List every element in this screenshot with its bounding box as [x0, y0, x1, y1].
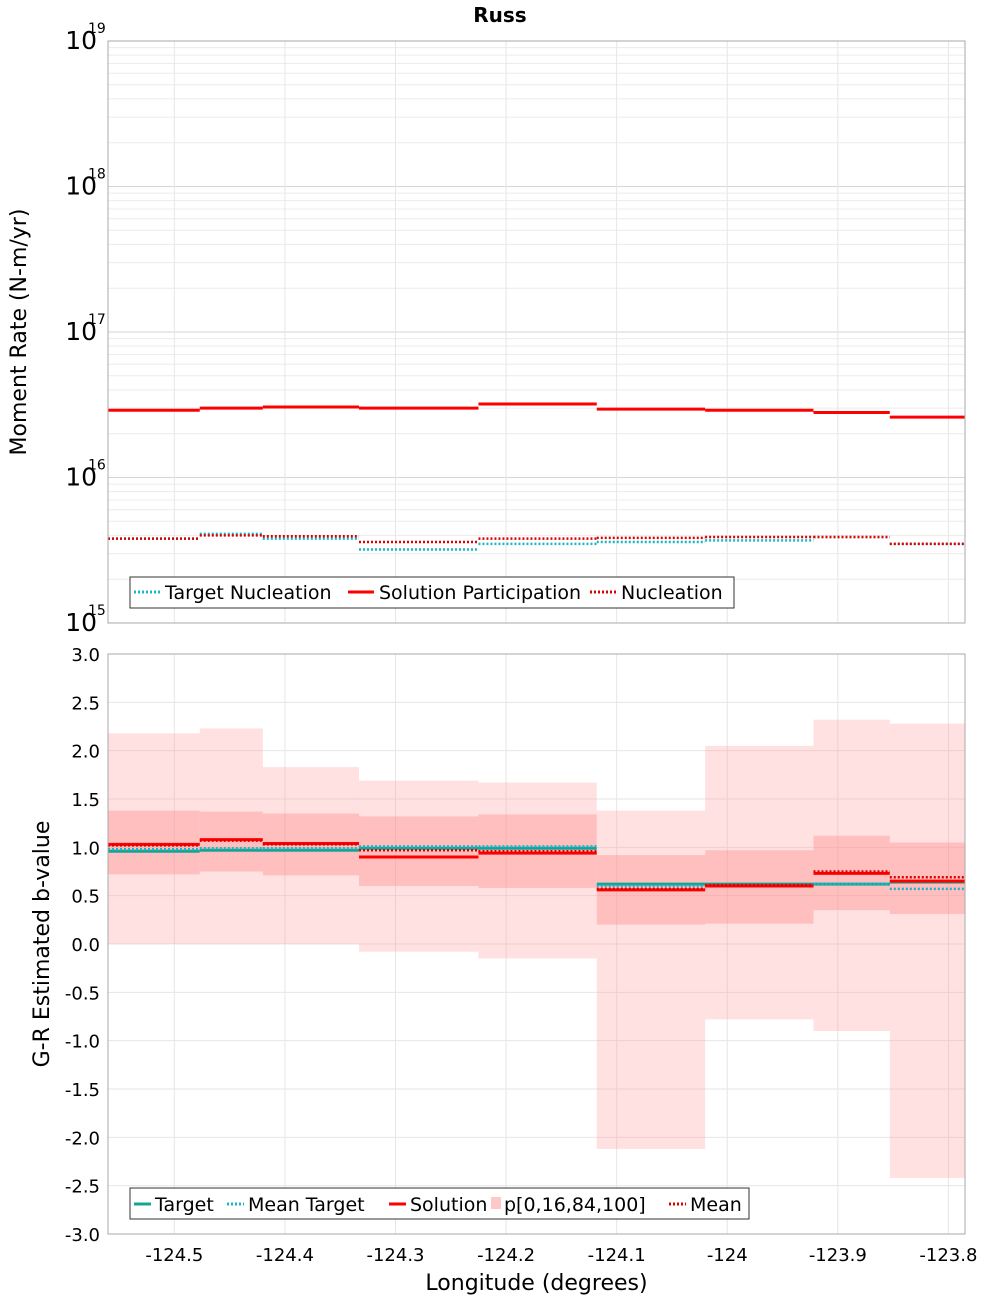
- ytick-label: -1.0: [65, 1032, 100, 1053]
- ytick-label-exponent: 19: [88, 21, 106, 37]
- legend-box: [129, 576, 735, 609]
- xtick-label: -124.5: [145, 1245, 203, 1266]
- xtick-label: -124.1: [588, 1245, 646, 1266]
- ytick-label-base: 10: [65, 463, 97, 492]
- ytick-label: 1.0: [71, 838, 100, 859]
- band-p0-p100: [359, 780, 479, 952]
- ytick-label: 2.0: [71, 742, 100, 763]
- ytick-label: -1.5: [65, 1080, 100, 1101]
- legend: Target Mean Target Solution p[0,16,84,100] M…: [129, 1187, 750, 1220]
- band-p0-p100: [478, 782, 597, 959]
- xtick-label: -123.9: [809, 1245, 867, 1266]
- band-p0-p100: [813, 719, 890, 1031]
- legend-label: Target Nucleation: [164, 582, 332, 604]
- ytick-label: 3.0: [71, 645, 100, 666]
- band-p0-p100: [199, 728, 263, 944]
- chart-title: Russ: [473, 3, 526, 27]
- legend-label: Nucleation: [621, 582, 723, 604]
- band-p16-p84: [359, 816, 479, 886]
- plot-frame: [107, 653, 966, 1235]
- ytick-label: -3.0: [65, 1225, 100, 1246]
- ytick-label: 2.5: [71, 693, 100, 714]
- ytick-label-base: 10: [65, 26, 97, 55]
- legend-box: [129, 1187, 750, 1220]
- legend-label: Solution Participation: [379, 582, 581, 604]
- ytick-label: 1.5: [71, 790, 100, 811]
- legend-label: Mean Target: [248, 1194, 365, 1216]
- ytick-label: -0.5: [65, 983, 100, 1004]
- b-value-panel: 3.0 2.5 2.0 1.5 1.0 0.5 0.0 -0.5 -1.0 -1.5 -2.0 -2.…: [30, 645, 977, 1296]
- band-p16-p84: [478, 814, 597, 888]
- ytick-label-base: 10: [65, 172, 97, 201]
- legend: Target Nucleation Solution Participation N…: [129, 576, 735, 609]
- xtick-label: -124.3: [366, 1245, 424, 1266]
- ytick-label: -2.0: [65, 1128, 100, 1149]
- ytick-label-base: 10: [65, 317, 97, 346]
- ytick-label-base: 10: [65, 608, 97, 637]
- ytick-label-exponent: 15: [88, 603, 106, 619]
- ytick-label: -2.5: [65, 1177, 100, 1198]
- x-axis-label: Longitude (degrees): [425, 1271, 647, 1296]
- plot-frame: [107, 40, 966, 624]
- band-p0-p100: [596, 810, 706, 1149]
- legend-label: p[0,16,84,100]: [504, 1194, 646, 1216]
- band-p0-p100: [108, 733, 200, 944]
- band-p16-p84: [108, 810, 200, 875]
- legend-swatch: [491, 1197, 501, 1209]
- legend-label: Solution: [410, 1194, 487, 1216]
- xtick-label: -124.4: [256, 1245, 314, 1266]
- y-axis-label: G-R Estimated b-value: [30, 821, 55, 1068]
- xtick-label: -124: [707, 1245, 748, 1266]
- legend-label: Target: [154, 1194, 214, 1216]
- xtick-label: -124.2: [477, 1245, 535, 1266]
- ytick-label-exponent: 18: [88, 167, 106, 183]
- band-p0-p100: [889, 723, 965, 1178]
- ytick-label: 0.5: [71, 887, 100, 908]
- band-p0-p100: [262, 767, 360, 944]
- y-axis-label: Moment Rate (N-m/yr): [7, 209, 32, 456]
- ytick-label-exponent: 16: [88, 458, 106, 474]
- legend-label: Mean: [690, 1194, 742, 1216]
- ytick-label: 0.0: [71, 935, 100, 956]
- ytick-label-exponent: 17: [88, 312, 106, 328]
- xtick-label: -123.8: [919, 1245, 977, 1266]
